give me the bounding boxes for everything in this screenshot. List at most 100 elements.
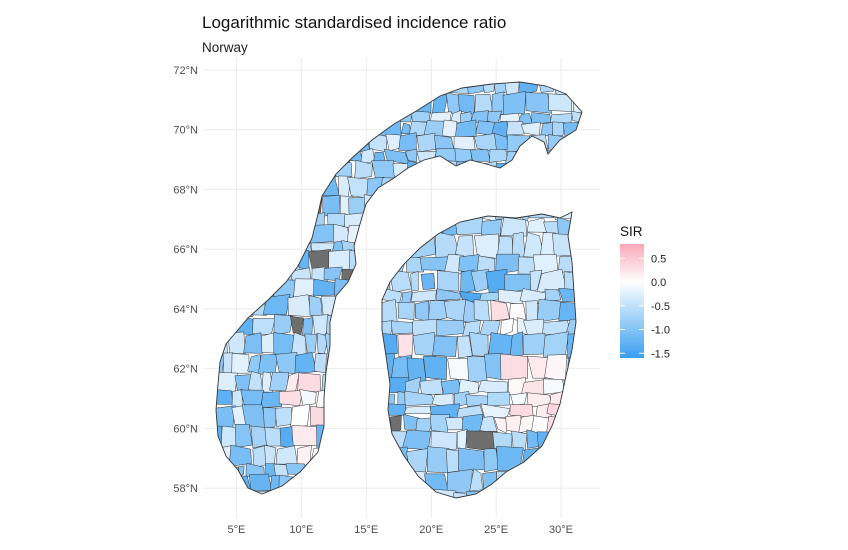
municipality	[219, 316, 233, 337]
municipality	[555, 197, 582, 214]
municipality	[498, 491, 520, 494]
municipality	[301, 163, 314, 181]
municipality	[335, 317, 355, 336]
municipality	[216, 445, 232, 468]
municipality	[577, 218, 592, 235]
municipality	[495, 471, 523, 495]
municipality	[256, 120, 269, 138]
municipality	[397, 301, 415, 320]
municipality	[318, 148, 341, 162]
municipality	[419, 378, 443, 395]
municipality	[346, 491, 359, 494]
municipality	[444, 176, 463, 198]
municipality	[561, 475, 579, 494]
municipality	[580, 267, 582, 281]
municipality	[234, 424, 253, 448]
municipality	[470, 149, 491, 162]
municipality	[264, 223, 289, 244]
municipality	[535, 493, 547, 494]
municipality	[429, 195, 452, 217]
municipality	[530, 466, 543, 479]
municipality	[256, 112, 282, 125]
municipality	[418, 161, 438, 179]
norway-outline-east	[381, 211, 577, 499]
municipality	[424, 473, 449, 493]
municipality	[383, 463, 402, 477]
municipality	[217, 178, 230, 199]
municipality	[568, 427, 582, 450]
municipality	[228, 444, 252, 467]
lat-tick-label: 72°N	[173, 65, 198, 77]
municipality	[489, 149, 509, 163]
municipality	[223, 162, 246, 179]
municipality	[216, 279, 233, 299]
municipality	[369, 280, 385, 299]
municipality	[278, 474, 303, 493]
municipality	[530, 476, 546, 494]
municipality	[368, 352, 380, 375]
municipality	[570, 212, 576, 223]
municipality	[410, 270, 419, 291]
municipality	[235, 111, 260, 125]
municipality	[299, 389, 317, 406]
municipality	[427, 446, 450, 474]
municipality	[521, 160, 535, 179]
municipality	[235, 243, 248, 253]
municipality	[481, 219, 502, 237]
municipality	[216, 110, 228, 124]
municipality	[277, 90, 298, 116]
lat-tick-label: 66°N	[173, 244, 198, 256]
municipality	[285, 463, 309, 476]
municipality	[378, 194, 392, 216]
municipality	[324, 332, 337, 357]
lon-tick-label: 20°E	[419, 524, 443, 536]
municipality	[562, 379, 576, 396]
municipality	[244, 175, 258, 199]
municipality	[473, 491, 497, 494]
municipality	[326, 315, 340, 337]
municipality	[344, 352, 360, 376]
municipality	[509, 477, 535, 494]
municipality	[309, 447, 326, 468]
municipality	[405, 256, 425, 273]
municipality	[348, 391, 373, 409]
municipality	[387, 111, 397, 121]
municipality	[259, 82, 273, 94]
municipality	[362, 111, 390, 122]
municipality	[280, 160, 301, 181]
municipality	[348, 111, 363, 122]
municipality	[216, 354, 225, 375]
municipality	[222, 121, 243, 137]
municipality	[382, 232, 410, 257]
municipality	[406, 448, 429, 475]
municipality	[403, 405, 433, 414]
municipality	[378, 94, 388, 115]
municipality	[285, 249, 301, 271]
legend-tick-label: -1.5	[651, 348, 670, 360]
municipality	[420, 273, 436, 290]
municipality	[384, 82, 399, 95]
municipality	[347, 463, 364, 477]
municipality	[382, 377, 410, 394]
municipality	[505, 194, 528, 216]
municipality	[436, 270, 460, 292]
municipality	[387, 94, 411, 115]
municipality	[575, 493, 582, 494]
municipality	[274, 133, 291, 152]
municipality	[240, 82, 262, 94]
municipality	[318, 82, 331, 95]
municipality	[244, 241, 260, 253]
municipality	[427, 82, 446, 94]
municipality	[240, 161, 262, 180]
municipality	[430, 430, 458, 451]
municipality	[341, 478, 358, 494]
municipality	[511, 489, 525, 498]
municipality	[522, 490, 543, 498]
municipality	[382, 403, 407, 416]
lat-tick-label: 70°N	[173, 125, 198, 137]
municipality	[366, 212, 382, 226]
municipality	[559, 447, 576, 468]
municipality	[580, 353, 582, 374]
municipality	[416, 132, 436, 153]
municipality	[356, 353, 370, 375]
